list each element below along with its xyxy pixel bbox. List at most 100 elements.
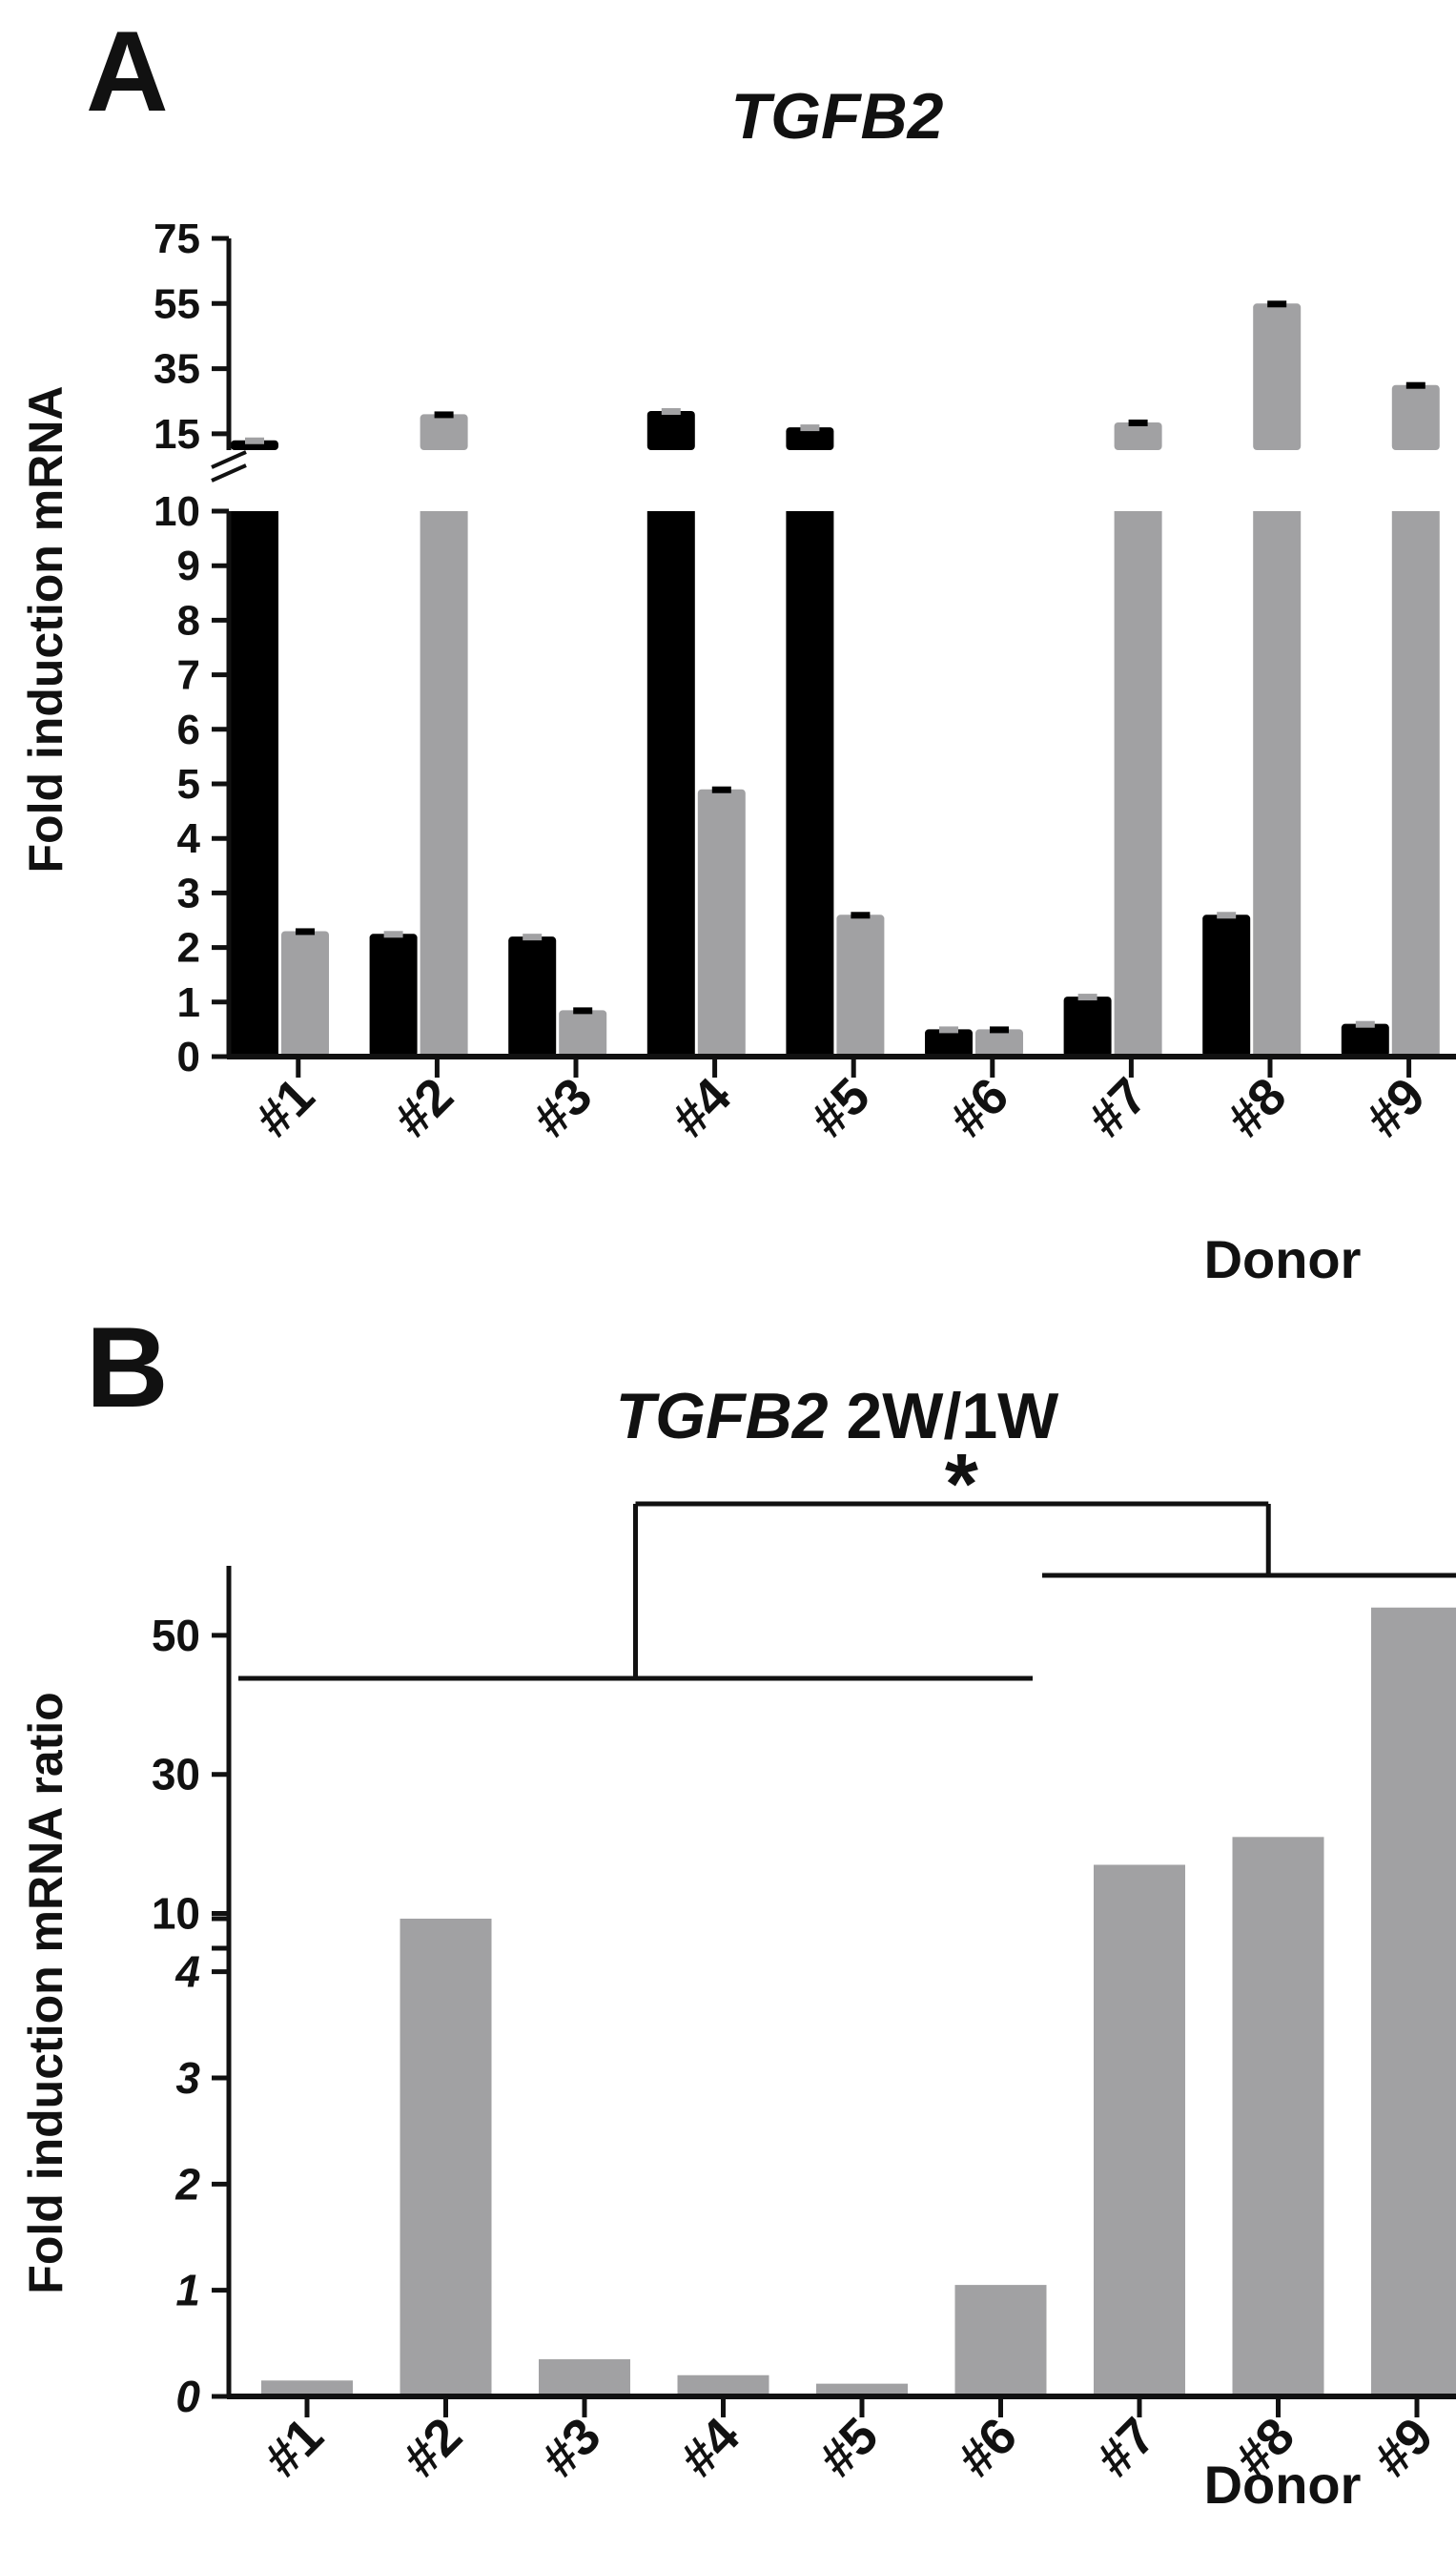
- panel-a-letter: A: [86, 8, 169, 135]
- bar-b-1: [261, 2380, 353, 2396]
- error-cap-a-grey-4: [711, 786, 731, 793]
- error-cap-a-grey-7: [1128, 419, 1148, 426]
- error-cap-a-grey-3: [573, 1007, 593, 1015]
- y-tick-label-lower: 6: [177, 707, 200, 753]
- y-tick-label-lower: 8: [177, 597, 200, 644]
- bar-b-5: [816, 2383, 908, 2396]
- bar-a-grey-7: [1114, 511, 1162, 1057]
- panel-b-bars: [261, 1607, 1456, 2396]
- bar-b-8-upper: [1232, 1837, 1324, 1948]
- bar-a-black-4: [646, 511, 695, 1057]
- axis-break-mark: [211, 450, 247, 469]
- error-cap-a-black-1: [245, 437, 264, 444]
- bar-a-grey-8-upper: [1253, 303, 1302, 450]
- y-tick-label-lower: 0: [175, 2372, 200, 2421]
- bar-a-grey-9-upper: [1391, 384, 1440, 450]
- x-tick-label: #7: [1077, 1067, 1159, 1148]
- y-tick-label-upper: 35: [154, 346, 200, 393]
- error-cap-a-grey-5: [851, 912, 871, 919]
- y-tick-label-lower: 2: [177, 925, 200, 972]
- bar-a-grey-8: [1253, 511, 1302, 1057]
- x-tick-label: #2: [383, 1067, 464, 1148]
- error-cap-a-black-4: [661, 408, 681, 416]
- bar-a-black-1: [231, 511, 278, 1057]
- bar-a-black-5-upper: [786, 427, 834, 450]
- y-tick-label-lower: 9: [177, 543, 200, 589]
- x-tick-label: #1: [254, 2407, 335, 2488]
- bar-b-9-upper: [1371, 1607, 1456, 1948]
- x-tick-label: #3: [523, 1067, 604, 1148]
- panel-a-x-label: Donor: [1204, 1229, 1362, 1289]
- x-tick-label: #5: [809, 2407, 890, 2488]
- x-tick-label: #9: [1355, 1067, 1436, 1148]
- y-tick-label-lower: 5: [177, 761, 200, 808]
- panel-a-y-axis: 0 1 2 3 4 5 6 7 8 9 10 15 35 55 75: [154, 216, 247, 1080]
- y-tick-label-upper: 55: [154, 280, 200, 327]
- bar-a-black-3: [508, 936, 557, 1057]
- y-tick-label-lower: 7: [177, 652, 200, 699]
- bar-b-9: [1371, 1919, 1456, 2396]
- x-tick-label: #6: [938, 1067, 1019, 1148]
- bar-a-black-5: [786, 511, 834, 1057]
- panel-a-bars: [231, 300, 1440, 1057]
- bar-b-6: [954, 2285, 1047, 2396]
- x-tick-label: #6: [947, 2407, 1028, 2488]
- significance-star: *: [945, 1437, 978, 1532]
- error-cap-a-grey-2: [434, 411, 454, 419]
- bar-b-3: [539, 2359, 630, 2396]
- bar-a-grey-4: [697, 789, 746, 1057]
- y-tick-label-lower: 2: [174, 2159, 200, 2209]
- panel-a-title: TGFB2: [731, 80, 944, 153]
- y-tick-label-lower: 4: [174, 1947, 200, 1997]
- y-tick-label-lower: 10: [154, 488, 200, 535]
- error-cap-a-black-6: [939, 1026, 958, 1034]
- panel-a-x-axis: #1 #2 #3 #4 #5 #6 #7 #8 #9: [227, 1054, 1456, 1148]
- x-tick-label: #5: [800, 1067, 881, 1148]
- y-tick-label-upper: 30: [152, 1750, 200, 1799]
- error-cap-a-grey-8: [1267, 300, 1287, 308]
- y-tick-label-upper: 15: [154, 411, 200, 458]
- x-tick-label: #9: [1364, 2407, 1445, 2488]
- bar-b-7-upper: [1094, 1864, 1185, 1948]
- y-tick-label-lower: 1: [175, 2266, 200, 2315]
- y-tick-label-lower: 0: [177, 1034, 200, 1080]
- bar-b-4: [677, 2374, 769, 2396]
- axis-break-mark: [211, 463, 247, 483]
- bar-a-grey-5: [836, 915, 885, 1057]
- x-tick-label: #7: [1086, 2407, 1167, 2488]
- y-tick-label-lower: 3: [177, 870, 200, 916]
- error-cap-a-grey-6: [990, 1026, 1009, 1034]
- panel-b-y-axis: 0 1 2 3 4 10 30 50: [152, 1566, 232, 2421]
- error-cap-a-grey-1: [296, 928, 315, 935]
- panel-b-title-gene: TGFB2: [616, 1380, 829, 1452]
- bar-b-2-upper: [400, 1920, 492, 1948]
- bar-a-grey-2: [420, 511, 468, 1057]
- y-tick-label-lower: 3: [175, 2053, 200, 2103]
- y-tick-label-upper: 50: [152, 1611, 200, 1660]
- error-cap-a-grey-9: [1405, 381, 1425, 389]
- error-cap-a-black-2: [383, 931, 403, 938]
- panel-b-title: TGFB2 2W/1W: [616, 1380, 1060, 1452]
- y-tick-label-upper: 10: [152, 1889, 200, 1939]
- panel-a-y-label: Fold induction mRNA: [19, 385, 72, 873]
- error-cap-a-black-8: [1217, 912, 1237, 919]
- bar-b-8: [1232, 1919, 1324, 2396]
- error-cap-a-black-9: [1355, 1020, 1375, 1028]
- bar-a-grey-3: [559, 1010, 607, 1057]
- bar-a-black-9: [1341, 1023, 1389, 1057]
- bar-b-7: [1094, 1919, 1185, 2396]
- bar-a-black-1-upper: [231, 440, 278, 450]
- bar-a-black-6: [925, 1029, 973, 1057]
- panel-b-title-suffix: 2W/1W: [829, 1380, 1060, 1452]
- bar-b-2: [400, 1919, 492, 2396]
- bar-a-grey-7-upper: [1114, 421, 1162, 450]
- bar-a-black-4-upper: [646, 411, 695, 450]
- x-tick-label: #4: [661, 1067, 742, 1148]
- bar-a-black-7: [1063, 997, 1112, 1057]
- bar-a-black-8: [1202, 915, 1251, 1057]
- error-cap-a-black-7: [1077, 994, 1097, 1001]
- bar-a-grey-2-upper: [420, 414, 468, 450]
- error-cap-a-black-5: [800, 424, 820, 432]
- y-tick-label-lower: 4: [177, 815, 201, 862]
